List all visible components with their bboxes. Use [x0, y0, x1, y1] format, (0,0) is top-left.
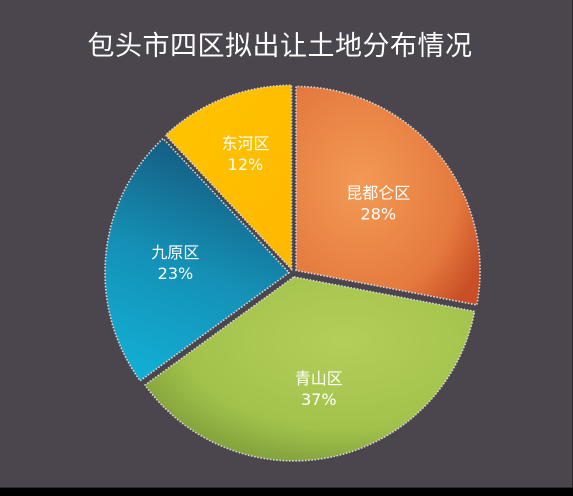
slice-percent-label: 37%: [301, 390, 337, 409]
slice-percent-label: 28%: [361, 204, 397, 223]
slice-name-label: 青山区: [295, 369, 343, 388]
pie-slice-4: [164, 84, 293, 272]
chart-title: 包头市四区拟出让土地分布情况: [87, 31, 473, 62]
slice-name-label: 昆都仑区: [346, 183, 410, 202]
pie-slice-2: [143, 276, 476, 462]
labels-layer: 昆都仑区 28% 青山区 37% 九原区 23% 东河区 12%: [151, 134, 410, 409]
slice-percent-label: 12%: [228, 155, 264, 174]
pie-slice-1: [295, 85, 481, 306]
slice-name-label: 东河区: [221, 134, 269, 153]
slice-percent-label: 23%: [158, 264, 194, 283]
slice-name-label: 九原区: [151, 243, 199, 262]
slices-layer: [104, 84, 481, 462]
pie-slice-3: [104, 137, 291, 382]
